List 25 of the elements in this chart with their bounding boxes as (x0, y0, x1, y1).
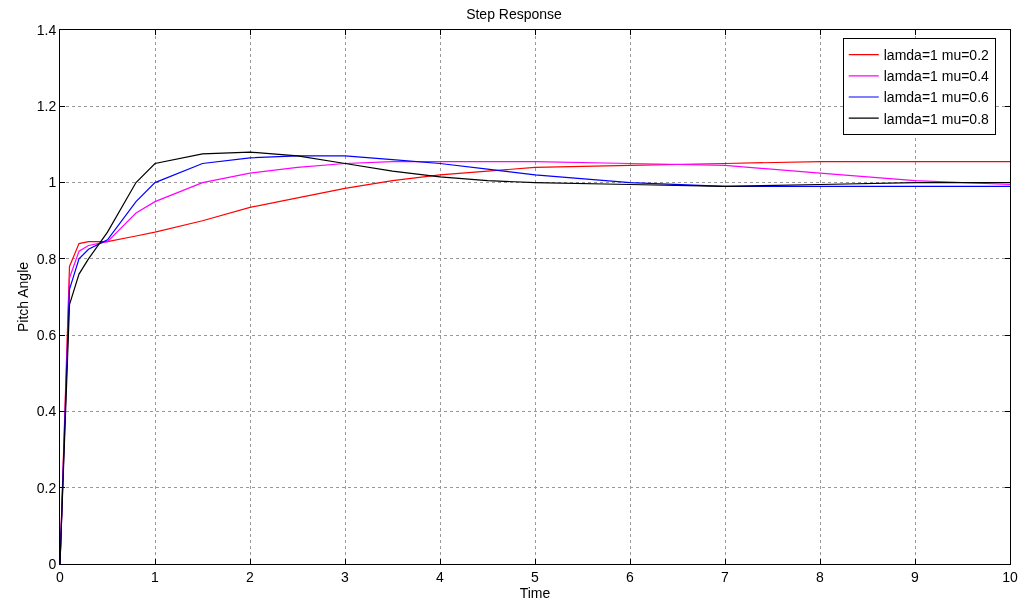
y-tick-label: 0.4 (36, 403, 57, 420)
x-tick-label: 4 (436, 568, 445, 585)
y-tick-label: 0.2 (36, 479, 57, 496)
y-tick-label: 1.2 (36, 98, 57, 115)
x-tick-label: 6 (626, 568, 635, 585)
legend-label: lamda=1 mu=0.8 (883, 110, 990, 127)
y-axis-title: Pitch Angle (15, 261, 32, 333)
x-tick-label: 2 (246, 568, 255, 585)
x-tick-label: 1 (151, 568, 160, 585)
legend-label: lamda=1 mu=0.4 (883, 68, 990, 85)
x-tick-label: 7 (721, 568, 730, 585)
legend-label: lamda=1 mu=0.2 (883, 47, 990, 64)
y-tick-label: 0.8 (36, 250, 57, 267)
chart-title: Step Response (466, 5, 563, 22)
x-tick-label: 9 (911, 568, 920, 585)
y-tick-label: 1.4 (36, 21, 57, 38)
y-tick-label: 0 (48, 555, 57, 572)
y-tick-label: 0.6 (36, 327, 57, 344)
x-tick-label: 3 (341, 568, 350, 585)
legend-label: lamda=1 mu=0.6 (883, 89, 990, 106)
y-tick-label: 1 (48, 174, 57, 191)
x-axis-title: Time (519, 584, 551, 601)
x-tick-label: 10 (1002, 568, 1018, 585)
x-tick-label: 5 (531, 568, 540, 585)
x-tick-label: 8 (816, 568, 825, 585)
